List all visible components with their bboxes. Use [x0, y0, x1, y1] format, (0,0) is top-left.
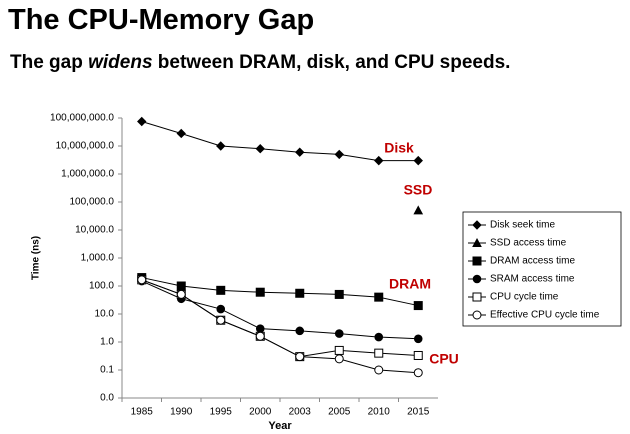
- data-point: [295, 352, 305, 362]
- data-point: [334, 289, 344, 299]
- legend-label: Effective CPU cycle time: [490, 310, 600, 321]
- annotation: CPU: [429, 351, 459, 367]
- data-point: [176, 281, 186, 291]
- series-line: [141, 121, 419, 162]
- legend-marker: [472, 292, 482, 302]
- slide-title: The CPU-Memory Gap: [8, 4, 315, 36]
- legend-marker: [472, 256, 482, 266]
- x-tick-label: 1990: [170, 407, 193, 418]
- legend-label: DRAM access time: [490, 256, 575, 267]
- x-axis-label: Year: [268, 420, 292, 432]
- y-tick-label: 10,000,000.0: [56, 141, 115, 152]
- y-tick-label: 10,000.0: [75, 225, 114, 236]
- data-point: [255, 144, 265, 154]
- data-point: [374, 348, 384, 358]
- slide-subtitle: The gap widens between DRAM, disk, and C…: [10, 52, 510, 74]
- legend-marker: [472, 220, 482, 230]
- y-tick-label: 100.0: [89, 281, 114, 292]
- data-point: [413, 350, 423, 360]
- data-point: [255, 287, 265, 297]
- data-point: [413, 155, 423, 166]
- data-point: [413, 205, 424, 215]
- data-point: [413, 301, 423, 311]
- x-tick-label: 2005: [328, 407, 351, 418]
- data-point: [295, 288, 305, 298]
- data-point: [374, 292, 384, 302]
- series-line: [141, 280, 419, 340]
- data-point: [374, 155, 384, 166]
- subtitle-emphasis: widens: [88, 52, 153, 73]
- data-point: [216, 315, 226, 325]
- data-point: [334, 149, 344, 160]
- legend-label: SSD access time: [490, 238, 567, 249]
- data-point: [216, 304, 226, 314]
- data-point: [176, 289, 186, 299]
- data-point: [374, 332, 384, 342]
- subtitle-text: between DRAM, disk, and CPU speeds.: [152, 52, 511, 73]
- data-point: [255, 331, 265, 341]
- data-point: [295, 326, 305, 336]
- data-point: [176, 128, 186, 139]
- legend-label: SRAM access time: [490, 274, 575, 285]
- data-point: [295, 147, 305, 157]
- data-point: [216, 141, 226, 151]
- annotation: DRAM: [389, 276, 431, 292]
- x-tick-label: 2000: [249, 407, 272, 418]
- y-tick-label: 100,000,000.0: [50, 113, 114, 124]
- data-point: [413, 368, 423, 378]
- legend-label: Disk seek time: [490, 220, 555, 231]
- subtitle-text: The gap: [10, 52, 89, 73]
- data-point: [334, 329, 344, 338]
- legend-marker: [472, 237, 482, 247]
- x-tick-label: 1985: [131, 407, 154, 418]
- y-tick-label: 0.0: [100, 393, 114, 404]
- series-line: [141, 277, 419, 307]
- series-line: [141, 279, 419, 374]
- x-tick-label: 2015: [407, 407, 430, 418]
- data-point: [137, 116, 147, 127]
- legend-box: [462, 211, 622, 327]
- x-tick-label: 2010: [368, 407, 391, 418]
- x-tick-label: 2003: [289, 407, 312, 418]
- annotation: SSD: [404, 182, 433, 198]
- y-tick-label: 100,000.0: [70, 197, 115, 208]
- y-tick-label: 1.0: [100, 337, 114, 348]
- data-point: [216, 285, 226, 295]
- legend-marker: [472, 274, 482, 284]
- legend-label: CPU cycle time: [490, 292, 559, 303]
- y-tick-label: 0.1: [100, 365, 114, 376]
- data-point: [334, 345, 344, 355]
- x-tick-label: 1995: [210, 407, 233, 418]
- y-tick-label: 1,000,000.0: [61, 169, 114, 180]
- data-point: [137, 275, 147, 285]
- data-point: [413, 334, 423, 344]
- data-point: [374, 365, 384, 375]
- y-tick-label: 10.0: [95, 309, 115, 320]
- y-tick-label: 1,000.0: [81, 253, 115, 264]
- data-point: [255, 324, 265, 333]
- annotation: Disk: [384, 140, 414, 156]
- y-axis-label: Time (ns): [31, 236, 42, 280]
- data-point: [334, 354, 344, 364]
- legend-marker: [472, 310, 482, 320]
